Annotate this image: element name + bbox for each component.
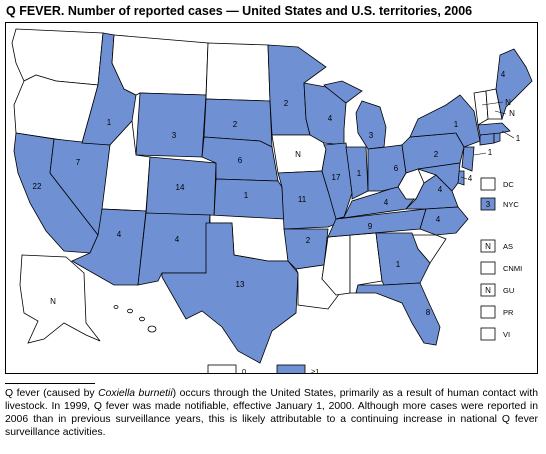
count-wi: 4 [328, 114, 333, 123]
count-il: 17 [332, 173, 341, 182]
state-me [495, 48, 533, 121]
state-nj [461, 146, 475, 172]
count-nv: 7 [76, 158, 81, 167]
count-ky: 4 [384, 198, 389, 207]
leader-nj [473, 152, 487, 156]
state-ny [409, 94, 481, 148]
states [11, 28, 533, 364]
box-nyc-value: 3 [486, 200, 491, 209]
state-fl [355, 282, 441, 346]
count-pa: 2 [434, 150, 439, 159]
n-labels: N N N N [50, 98, 515, 306]
count-co: 14 [176, 183, 185, 192]
box-gu-value: N [485, 286, 491, 295]
box-vi [480, 327, 496, 341]
leader-nh [494, 110, 507, 115]
box-dc-label: DC [503, 180, 514, 189]
count-oh: 6 [394, 164, 399, 173]
state-ar [283, 228, 329, 270]
footnote: Q fever (caused by Coxiella burnetii) oc… [5, 387, 538, 439]
legend-label-zero: 0 [242, 367, 246, 373]
box-gu [480, 283, 496, 297]
footnote-part1: Q fever (caused by [5, 388, 99, 399]
count-ne: 6 [238, 156, 243, 165]
leader-ma [501, 130, 515, 139]
box-as [480, 239, 496, 253]
box-cnmi [480, 261, 496, 275]
n-vt: N [505, 98, 511, 107]
box-pr-label: PR [503, 308, 514, 317]
state-mi-up [323, 80, 363, 104]
state-nd [205, 42, 271, 102]
count-tn: 9 [368, 222, 373, 231]
legend-swatch-zero [207, 364, 237, 373]
count-ks: 1 [244, 191, 249, 200]
legend-swatch-one [276, 364, 306, 373]
count-ga: 1 [396, 260, 401, 269]
us-map: 1 3 2 2 4 4 7 22 14 6 1 4 4 13 11 2 17 1… [11, 28, 533, 373]
count-mn: 2 [284, 99, 289, 108]
n-ak: N [50, 297, 56, 306]
map-frame: 1 3 2 2 4 4 7 22 14 6 1 4 4 13 11 2 17 1… [5, 22, 538, 374]
leader-md [460, 176, 468, 180]
state-hi-2 [127, 308, 133, 314]
footnote-organism: Coxiella burnetii [98, 388, 173, 399]
count-nj: 1 [488, 148, 493, 157]
box-gu-label: GU [503, 286, 514, 295]
count-id: 1 [107, 118, 112, 127]
state-in [345, 146, 369, 200]
count-mi: 3 [369, 131, 374, 140]
footnote-rule [5, 383, 95, 384]
n-nh: N [509, 109, 515, 118]
state-mt [111, 34, 209, 96]
state-nc [419, 206, 469, 236]
box-dc [480, 177, 496, 191]
count-nm: 4 [175, 235, 180, 244]
state-tx [161, 222, 299, 364]
side-boxes: DC 3 NYC N AS CNMI N GU PR VI [480, 177, 522, 341]
state-ga [375, 232, 431, 286]
footnote-part2: ) occurs through the United States, prim… [5, 388, 538, 438]
count-in: 1 [357, 169, 362, 178]
state-mi [355, 100, 387, 150]
count-ar: 2 [306, 236, 311, 245]
box-nyc-label: NYC [503, 200, 519, 209]
count-md: 4 [468, 174, 473, 183]
box-vi-label: VI [503, 330, 510, 339]
box-as-label: AS [503, 242, 513, 251]
count-sd: 2 [233, 120, 238, 129]
box-as-value: N [485, 242, 491, 251]
state-wa [11, 28, 104, 86]
count-ny: 1 [454, 120, 459, 129]
state-hi-3 [139, 316, 145, 322]
count-va: 4 [438, 185, 443, 194]
count-az: 4 [117, 230, 122, 239]
state-ks [213, 178, 285, 220]
count-ca: 22 [33, 182, 42, 191]
box-nyc [480, 197, 496, 211]
count-ma: 1 [516, 134, 521, 143]
box-cnmi-label: CNMI [503, 264, 522, 273]
state-counts: 1 3 2 2 4 4 7 22 14 6 1 4 4 13 11 2 17 1… [33, 70, 521, 317]
count-tx: 13 [236, 280, 245, 289]
count-mo: 11 [298, 195, 307, 204]
legend: 0 ≥1 [207, 364, 319, 373]
n-ia: N [295, 150, 301, 159]
state-wy [135, 92, 207, 158]
page-title: Q FEVER. Number of reported cases — Unit… [6, 4, 473, 18]
state-ak [19, 254, 101, 344]
count-nc: 4 [436, 215, 441, 224]
state-ma [477, 122, 511, 136]
leader-vt [481, 101, 504, 106]
count-fl: 8 [426, 308, 431, 317]
legend-label-one: ≥1 [311, 367, 319, 373]
state-md [417, 162, 461, 192]
state-hi-4 [147, 325, 157, 333]
count-me: 4 [501, 70, 506, 79]
state-ri [493, 132, 501, 144]
box-pr [480, 305, 496, 319]
state-hi-1 [113, 305, 119, 309]
count-wy: 3 [172, 131, 177, 140]
